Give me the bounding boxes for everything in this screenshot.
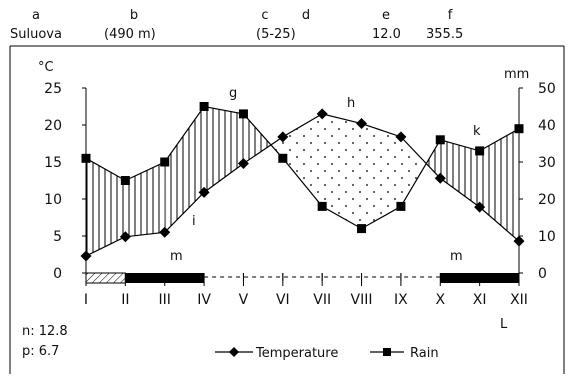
annotation-g: g — [229, 86, 237, 101]
rain-point — [120, 176, 130, 185]
header-letter-b: b — [130, 8, 138, 23]
header-letter-c: c — [261, 8, 268, 23]
humid-period-fill — [479, 128, 519, 242]
arid-period-fill — [270, 136, 283, 159]
rain-point — [435, 135, 445, 145]
y-left-tick-label: 10 — [44, 192, 62, 208]
annotation-m-left: m — [170, 249, 183, 264]
rain-point — [475, 146, 485, 156]
rain-point — [357, 224, 367, 234]
annotation-n: n: 12.8 — [22, 324, 68, 339]
x-tick-label: III — [159, 292, 171, 308]
header-letter-a: a — [32, 8, 40, 23]
rain-point — [199, 102, 209, 111]
annual-rain: 355.5 — [426, 27, 463, 42]
x-tick-label: II — [121, 292, 129, 308]
humid-period-fill — [86, 158, 126, 256]
arid-period-fill — [400, 136, 427, 207]
annotation-m-right: m — [450, 249, 463, 264]
y-right-unit: mm — [504, 67, 529, 82]
x-tick-label: VI — [276, 292, 290, 308]
y-right-tick-label: 30 — [538, 155, 556, 171]
humid-period-fill — [125, 162, 165, 237]
header-letter-f: f — [448, 8, 453, 23]
y-left-tick-label: 5 — [53, 229, 62, 245]
humid-period-fill — [243, 113, 271, 164]
x-tick-label: XI — [473, 292, 487, 308]
y-right-tick-label: 50 — [538, 81, 556, 97]
rain-point — [514, 124, 524, 134]
rain-point — [160, 157, 170, 167]
temperature-point — [80, 250, 92, 262]
rain-point — [81, 153, 91, 163]
y-right-tick-label: 40 — [538, 118, 556, 134]
y-right-tick-label: 0 — [538, 266, 547, 282]
header-letter-e: e — [382, 8, 390, 23]
rain-line — [85, 105, 520, 230]
humid-period-fill — [426, 139, 441, 179]
annotation-l: L — [500, 317, 508, 332]
legend-temperature-marker — [229, 347, 239, 357]
temperature-point — [277, 131, 289, 143]
arid-period-fill — [282, 113, 323, 207]
station-name: Suluova — [10, 27, 62, 42]
arid-period-fill — [322, 113, 362, 229]
temperature-point — [434, 172, 446, 184]
y-left-tick-label: 20 — [44, 118, 62, 134]
x-tick-label: VIII — [351, 292, 373, 308]
rain-point — [396, 201, 406, 211]
y-left-unit: °C — [38, 60, 54, 75]
arid-period-fill — [361, 123, 401, 229]
rain-point — [238, 109, 248, 119]
y-left-tick-label: 0 — [53, 266, 62, 282]
temperature-point — [474, 201, 486, 213]
legend-rain-marker — [383, 348, 391, 356]
station-elevation: (490 m) — [104, 27, 156, 42]
humid-period-fill — [204, 106, 244, 193]
rain-point — [317, 201, 327, 211]
x-tick-label: XII — [510, 292, 528, 308]
annotation-p: p: 6.7 — [22, 344, 59, 359]
temperature-point — [316, 108, 328, 120]
header-letter-d: d — [302, 8, 310, 23]
temperature-point — [159, 226, 171, 238]
legend-rain-label: Rain — [410, 346, 439, 361]
annotation-h: h — [347, 96, 355, 111]
temperature-point — [198, 186, 210, 198]
y-left-tick-label: 25 — [44, 81, 62, 97]
legend: Temperature Rain — [215, 346, 439, 361]
x-tick-label: IV — [197, 292, 211, 308]
temperature-line — [85, 113, 520, 257]
y-right-tick-label: 20 — [538, 192, 556, 208]
annotation-i: i — [192, 214, 196, 229]
x-tick-label: X — [435, 292, 445, 308]
rain-point — [278, 153, 288, 163]
temperature-point — [356, 118, 368, 130]
humid-period-fill — [164, 106, 205, 233]
temperature-point — [237, 157, 249, 169]
x-tick-label: V — [239, 292, 249, 308]
temperature-point — [395, 131, 407, 143]
x-tick-label: I — [84, 292, 88, 308]
x-tick-label: VII — [313, 292, 331, 308]
legend-temperature-label: Temperature — [255, 346, 338, 361]
temperature-point — [119, 231, 131, 243]
annotation-k: k — [473, 124, 481, 139]
y-left-tick-label: 15 — [44, 155, 62, 171]
x-tick-label: IX — [394, 292, 408, 308]
y-right-tick-label: 10 — [538, 229, 556, 245]
temperature-point — [513, 235, 525, 247]
mean-temperature: 12.0 — [372, 27, 401, 42]
probable-frost-segment — [85, 272, 126, 284]
observation-years: (5-25) — [256, 27, 296, 42]
humid-period-fill — [440, 139, 480, 208]
